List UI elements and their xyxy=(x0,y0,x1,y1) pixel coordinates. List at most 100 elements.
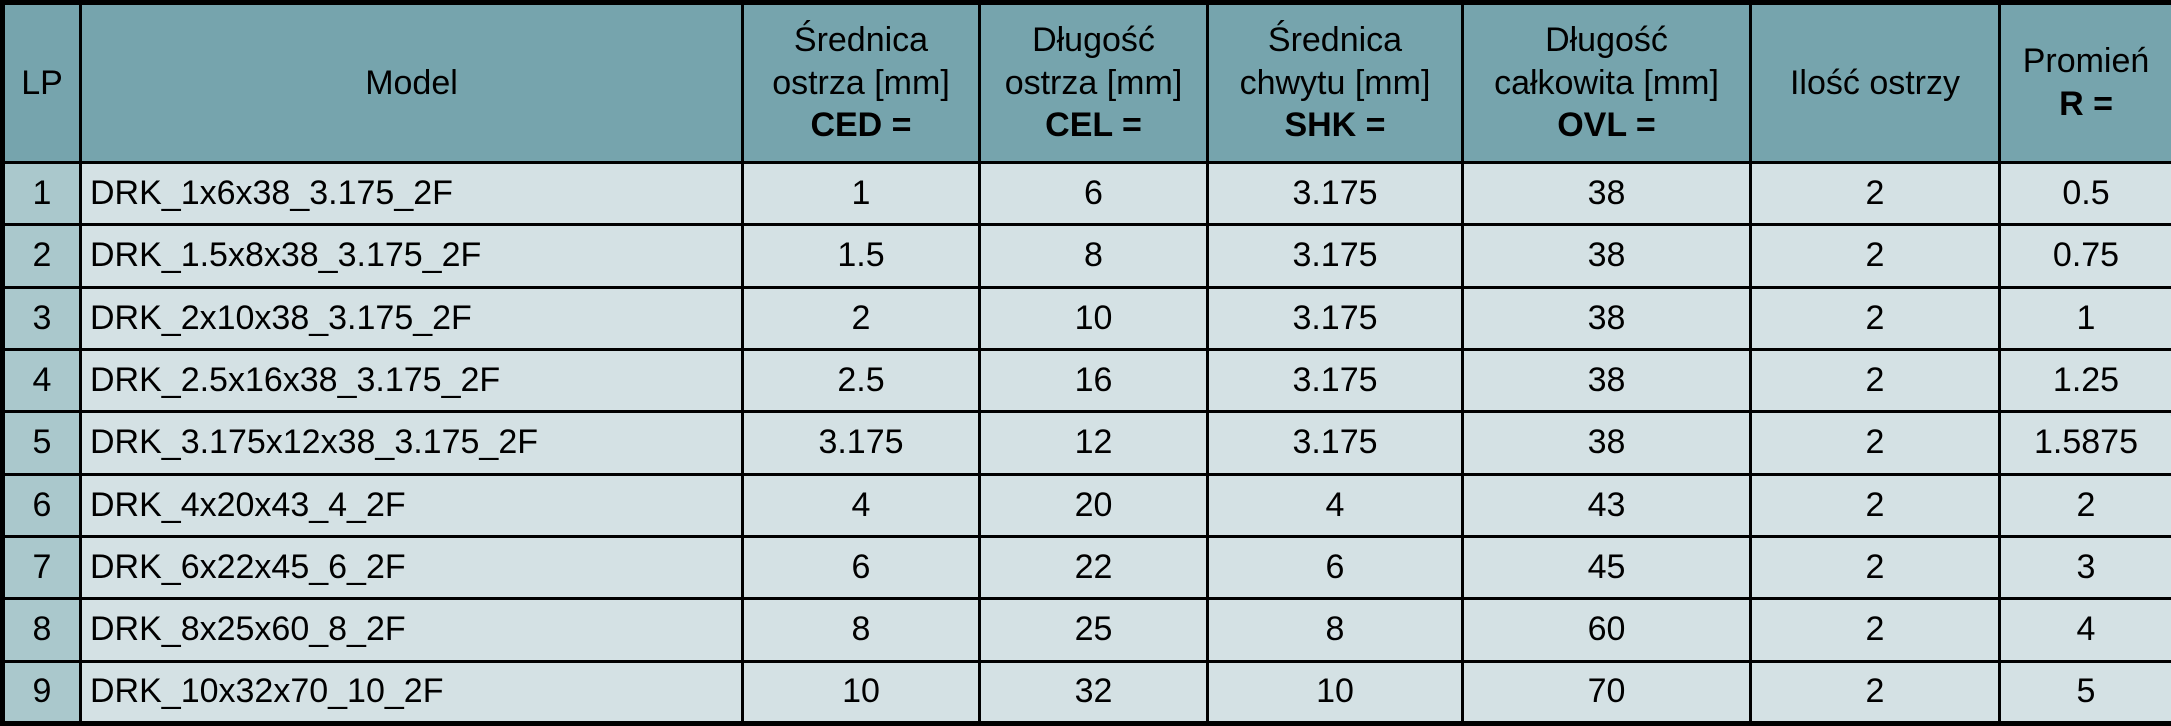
cell-ovl: 45 xyxy=(1461,534,1752,601)
cell-shk: 8 xyxy=(1206,597,1464,663)
table-row: 4 DRK_2.5x16x38_3.175_2F 2.5 16 3.175 38… xyxy=(1,347,2171,414)
cell-ced: 1 xyxy=(741,160,981,227)
header-line: Średnica xyxy=(793,20,929,59)
cell-lp: 9 xyxy=(1,659,82,726)
header-code: OVL = xyxy=(1557,106,1656,145)
cell-model: DRK_10x32x70_10_2F xyxy=(79,659,744,726)
cell-model: DRK_8x25x60_8_2F xyxy=(79,597,744,663)
col-header-lp: LP xyxy=(1,1,82,164)
cell-lp: 8 xyxy=(1,597,82,663)
cell-model: DRK_3.175x12x38_3.175_2F xyxy=(79,410,744,476)
header-label: Ilość ostrzy xyxy=(1789,63,1961,102)
header-line: całkowita [mm] xyxy=(1494,63,1719,102)
cell-cel: 6 xyxy=(978,160,1209,227)
cell-shk: 10 xyxy=(1206,659,1464,726)
cell-blades: 2 xyxy=(1749,472,2001,538)
cell-cel: 20 xyxy=(978,472,1209,538)
cell-cel: 25 xyxy=(978,597,1209,663)
cell-radius: 1 xyxy=(1998,285,2171,351)
cell-blades: 2 xyxy=(1749,285,2001,351)
header-line: Średnica xyxy=(1267,20,1403,59)
cell-model: DRK_1x6x38_3.175_2F xyxy=(79,160,744,227)
cell-lp: 2 xyxy=(1,223,82,289)
cell-blades: 2 xyxy=(1749,534,2001,601)
header-line: ostrza [mm] xyxy=(772,63,950,102)
col-header-blades: Ilość ostrzy xyxy=(1749,1,2001,164)
cell-lp: 4 xyxy=(1,347,82,414)
header-code: R = xyxy=(2059,85,2113,123)
header-line: Długość xyxy=(1032,20,1155,59)
cell-model: DRK_2.5x16x38_3.175_2F xyxy=(79,347,744,414)
cell-ovl: 70 xyxy=(1461,659,1752,726)
cell-ovl: 60 xyxy=(1461,597,1752,663)
header-label: LP xyxy=(21,63,63,102)
cell-cel: 10 xyxy=(978,285,1209,351)
col-header-cel: Długość ostrza [mm] CEL = xyxy=(978,1,1209,164)
col-header-model: Model xyxy=(79,1,744,164)
table-body: 1 DRK_1x6x38_3.175_2F 1 6 3.175 38 2 0.5… xyxy=(1,160,2171,726)
header-line: chwytu [mm] xyxy=(1239,63,1431,102)
cell-ovl: 38 xyxy=(1461,285,1752,351)
cell-ovl: 43 xyxy=(1461,472,1752,538)
cell-blades: 2 xyxy=(1749,597,2001,663)
col-header-shk: Średnica chwytu [mm] SHK = xyxy=(1206,1,1464,164)
cell-cel: 22 xyxy=(978,534,1209,601)
cell-shk: 3.175 xyxy=(1206,160,1464,227)
cell-shk: 3.175 xyxy=(1206,410,1464,476)
header-line: Promień xyxy=(2022,42,2150,81)
col-header-ced: Średnica ostrza [mm] CED = xyxy=(741,1,981,164)
cell-ced: 8 xyxy=(741,597,981,663)
cell-lp: 3 xyxy=(1,285,82,351)
table-row: 9 DRK_10x32x70_10_2F 10 32 10 70 2 5 xyxy=(1,659,2171,726)
cell-shk: 6 xyxy=(1206,534,1464,601)
cell-shk: 3.175 xyxy=(1206,285,1464,351)
cell-radius: 1.5875 xyxy=(1998,410,2171,476)
cell-blades: 2 xyxy=(1749,223,2001,289)
cell-ovl: 38 xyxy=(1461,223,1752,289)
cell-ced: 4 xyxy=(741,472,981,538)
cell-radius: 0.5 xyxy=(1998,160,2171,227)
cell-model: DRK_4x20x43_4_2F xyxy=(79,472,744,538)
cell-lp: 1 xyxy=(1,160,82,227)
cell-ovl: 38 xyxy=(1461,410,1752,476)
cell-model: DRK_1.5x8x38_3.175_2F xyxy=(79,223,744,289)
header-line: Długość xyxy=(1545,20,1668,59)
cell-radius: 4 xyxy=(1998,597,2171,663)
cell-ovl: 38 xyxy=(1461,347,1752,414)
cell-model: DRK_6x22x45_6_2F xyxy=(79,534,744,601)
header-line: ostrza [mm] xyxy=(1004,63,1183,102)
cell-radius: 0.75 xyxy=(1998,223,2171,289)
header-row: LP Model Średnica ostrza [mm] CED = Dług… xyxy=(1,1,2171,164)
table-row: 5 DRK_3.175x12x38_3.175_2F 3.175 12 3.17… xyxy=(1,410,2171,476)
cell-radius: 3 xyxy=(1998,534,2171,601)
table-row: 8 DRK_8x25x60_8_2F 8 25 8 60 2 4 xyxy=(1,597,2171,663)
header-code: CEL = xyxy=(1045,106,1142,145)
cell-ced: 1.5 xyxy=(741,223,981,289)
cell-ovl: 38 xyxy=(1461,160,1752,227)
header-code: CED = xyxy=(810,106,912,145)
cell-cel: 12 xyxy=(978,410,1209,476)
table-row: 3 DRK_2x10x38_3.175_2F 2 10 3.175 38 2 1 xyxy=(1,285,2171,351)
cell-cel: 32 xyxy=(978,659,1209,726)
cell-lp: 6 xyxy=(1,472,82,538)
cell-radius: 1.25 xyxy=(1998,347,2171,414)
cell-ced: 3.175 xyxy=(741,410,981,476)
col-header-ovl: Długość całkowita [mm] OVL = xyxy=(1461,1,1752,164)
cell-blades: 2 xyxy=(1749,160,2001,227)
table-row: 6 DRK_4x20x43_4_2F 4 20 4 43 2 2 xyxy=(1,472,2171,538)
cell-blades: 2 xyxy=(1749,410,2001,476)
cell-ced: 2 xyxy=(741,285,981,351)
cell-shk: 3.175 xyxy=(1206,347,1464,414)
cell-model: DRK_2x10x38_3.175_2F xyxy=(79,285,744,351)
cell-radius: 2 xyxy=(1998,472,2171,538)
col-header-radius: Promień R = xyxy=(1998,1,2171,164)
table-row: 1 DRK_1x6x38_3.175_2F 1 6 3.175 38 2 0.5 xyxy=(1,160,2171,227)
cell-cel: 16 xyxy=(978,347,1209,414)
cell-shk: 3.175 xyxy=(1206,223,1464,289)
cell-ced: 6 xyxy=(741,534,981,601)
table-row: 2 DRK_1.5x8x38_3.175_2F 1.5 8 3.175 38 2… xyxy=(1,223,2171,289)
cell-ced: 2.5 xyxy=(741,347,981,414)
header-label: Model xyxy=(365,63,458,102)
